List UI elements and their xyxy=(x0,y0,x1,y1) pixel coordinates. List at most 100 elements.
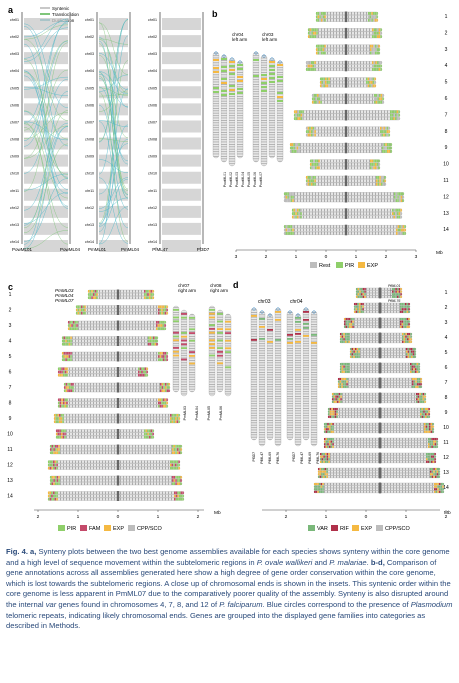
subtelomere-gene xyxy=(423,410,425,413)
subtelomere-gene xyxy=(302,113,304,117)
subtelomere-gene xyxy=(89,296,92,299)
centromere xyxy=(378,437,382,441)
subtelomere-gene xyxy=(58,398,60,402)
synteny-ribbon xyxy=(162,35,201,48)
subtelomere-gene xyxy=(408,333,411,336)
subtelomere-gene xyxy=(63,398,65,402)
subtelomere-gene xyxy=(396,113,399,117)
subtelomere-gene xyxy=(348,368,350,371)
subtelomere-gene xyxy=(435,468,437,471)
subtelomere-gene xyxy=(341,370,344,373)
subtelomere-gene xyxy=(347,323,349,326)
subtelomere-gene xyxy=(163,352,165,355)
row-label: 14 xyxy=(443,485,449,491)
centromere xyxy=(378,425,382,429)
chromosome-bar xyxy=(49,475,183,479)
chromosome-bar xyxy=(61,342,159,346)
axis-tick-label: 1 xyxy=(77,514,80,520)
subtelomere-gene xyxy=(400,215,402,219)
inset-gene xyxy=(225,366,231,369)
subtelomere-gene xyxy=(415,385,417,388)
subtelomere-gene xyxy=(314,61,316,64)
centromere xyxy=(378,475,382,479)
inset-gene xyxy=(259,338,265,340)
legend-exp: EXP xyxy=(367,263,378,269)
subtelomere-gene xyxy=(388,143,391,146)
centromere xyxy=(378,445,382,449)
subtelomere-gene xyxy=(429,460,431,463)
subtelomere-gene xyxy=(355,305,358,308)
subtelomere-gene xyxy=(329,438,331,441)
subtelomere-gene xyxy=(168,389,170,392)
subtelomere-gene xyxy=(308,28,310,32)
subtelomere-gene xyxy=(430,428,433,431)
subtelomere-gene xyxy=(374,81,376,84)
subtelomere-gene xyxy=(353,350,355,353)
subtelomere-gene xyxy=(173,451,176,454)
subtelomere-gene xyxy=(163,398,165,402)
centromere xyxy=(116,419,120,424)
chromosome-label: chr09 xyxy=(10,155,19,159)
subtelomere-gene xyxy=(401,318,404,321)
subtelomere-gene xyxy=(380,126,382,130)
subtelomere-gene xyxy=(428,445,430,448)
subtelomere-gene xyxy=(396,232,398,235)
subtelomere-gene xyxy=(385,150,387,153)
subtelomere-gene xyxy=(328,84,330,88)
subtelomere-gene xyxy=(58,370,60,374)
subtelomere-gene xyxy=(48,466,50,470)
subtelomere-gene xyxy=(429,440,432,443)
subtelomere-gene xyxy=(392,290,394,293)
chromosome-bar xyxy=(49,451,183,455)
subtelomere-gene xyxy=(67,389,69,392)
subtelomere-gene xyxy=(175,448,177,451)
subtelomere-gene xyxy=(391,110,394,114)
subtelomere-gene xyxy=(84,308,86,312)
subtelomere-gene xyxy=(55,414,58,417)
inset-name: PowML05 xyxy=(247,172,251,187)
subtelomere-gene xyxy=(405,320,407,323)
inset-name: PfML76 xyxy=(316,452,320,464)
chromosome-bar xyxy=(283,195,405,199)
centromere xyxy=(378,370,382,374)
subtelomere-gene xyxy=(51,482,54,485)
inset-chromosome xyxy=(208,305,216,397)
centromere xyxy=(116,478,120,483)
subtelomere-gene xyxy=(96,290,98,293)
subtelomere-gene xyxy=(146,370,148,374)
centromere xyxy=(344,126,348,131)
row-label: 6 xyxy=(445,96,448,102)
subtelomere-gene xyxy=(357,295,360,298)
inset-gene xyxy=(209,339,215,342)
subtelomere-gene xyxy=(371,163,374,166)
subtelomere-gene xyxy=(436,470,439,473)
subtelomere-gene xyxy=(341,365,344,368)
subtelomere-gene xyxy=(324,15,326,19)
translocation-line xyxy=(23,126,69,228)
subtelomere-gene xyxy=(154,336,157,340)
subtelomere-gene xyxy=(332,398,334,401)
inset-name: Pf3D7 xyxy=(252,452,256,462)
subtelomere-gene xyxy=(54,420,56,423)
subtelomere-gene xyxy=(436,445,438,448)
subtelomere-gene xyxy=(332,445,334,448)
subtelomere-gene xyxy=(369,81,371,84)
subtelomere-gene xyxy=(406,303,409,306)
subtelomere-gene xyxy=(337,400,339,403)
subtelomere-gene xyxy=(145,296,148,299)
subtelomere-gene xyxy=(172,482,174,485)
subtelomere-gene xyxy=(138,373,140,377)
subtelomere-gene xyxy=(53,466,55,470)
telomere-marker xyxy=(276,307,280,311)
subtelomere-gene xyxy=(331,413,333,416)
subtelomere-gene xyxy=(400,323,402,326)
translocation-line xyxy=(23,24,69,40)
subtelomere-gene xyxy=(179,497,181,501)
subtelomere-gene xyxy=(325,81,327,84)
subtelomere-gene xyxy=(294,117,296,120)
inset-gene xyxy=(253,59,259,61)
subtelomere-gene xyxy=(356,295,358,298)
subtelomere-gene xyxy=(144,432,146,436)
panel-c-series-1: PmML03 xyxy=(55,288,74,293)
subtelomere-gene xyxy=(330,445,333,448)
